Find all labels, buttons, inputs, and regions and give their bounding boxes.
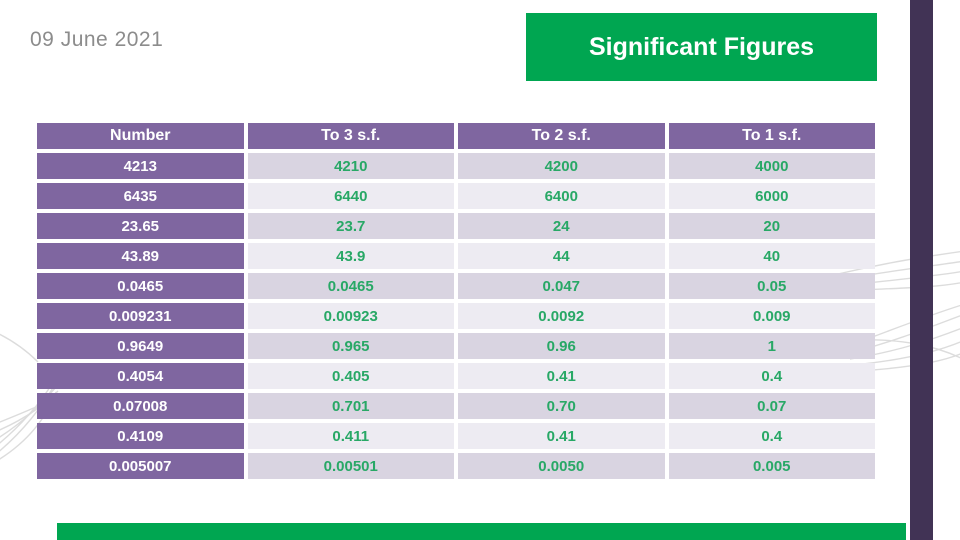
title-banner: Significant Figures xyxy=(526,13,877,81)
rounded-value-cell: 0.00923 xyxy=(247,303,454,329)
row-number-cell: 23.65 xyxy=(37,213,244,239)
rounded-value-cell: 0.0092 xyxy=(458,303,665,329)
rounded-value-cell: 40 xyxy=(668,243,875,269)
rounded-value-cell: 0.4 xyxy=(668,363,875,389)
rounded-value-cell: 4000 xyxy=(668,153,875,179)
rounded-value-cell: 43.9 xyxy=(247,243,454,269)
rounded-value-cell: 0.009 xyxy=(668,303,875,329)
column-header: To 2 s.f. xyxy=(458,123,665,149)
row-number-cell: 0.9649 xyxy=(37,333,244,359)
bottom-accent-bar xyxy=(57,523,906,540)
row-number-cell: 0.0465 xyxy=(37,273,244,299)
table-row: 0.4109 0.411 0.41 0.4 xyxy=(37,423,875,449)
rounded-value-cell: 0.05 xyxy=(668,273,875,299)
rounded-value-cell: 0.00501 xyxy=(247,453,454,479)
rounded-value-cell: 0.0050 xyxy=(458,453,665,479)
column-header: To 3 s.f. xyxy=(247,123,454,149)
rounded-value-cell: 0.965 xyxy=(247,333,454,359)
rounded-value-cell: 0.047 xyxy=(458,273,665,299)
row-number-cell: 6435 xyxy=(37,183,244,209)
table-row: 43.89 43.9 44 40 xyxy=(37,243,875,269)
table-row: 6435 6440 6400 6000 xyxy=(37,183,875,209)
table-row: 0.9649 0.965 0.96 1 xyxy=(37,333,875,359)
rounded-value-cell: 0.41 xyxy=(458,363,665,389)
right-accent-bar xyxy=(910,0,933,540)
rounded-value-cell: 6440 xyxy=(247,183,454,209)
column-header: To 1 s.f. xyxy=(668,123,875,149)
table-row: 23.65 23.7 24 20 xyxy=(37,213,875,239)
row-number-cell: 0.4054 xyxy=(37,363,244,389)
rounded-value-cell: 6000 xyxy=(668,183,875,209)
rounded-value-cell: 6400 xyxy=(458,183,665,209)
row-number-cell: 43.89 xyxy=(37,243,244,269)
rounded-value-cell: 0.07 xyxy=(668,393,875,419)
rounded-value-cell: 4210 xyxy=(247,153,454,179)
rounded-value-cell: 0.4 xyxy=(668,423,875,449)
rounded-value-cell: 0.411 xyxy=(247,423,454,449)
rounded-value-cell: 0.005 xyxy=(668,453,875,479)
rounded-value-cell: 0.701 xyxy=(247,393,454,419)
rounded-value-cell: 24 xyxy=(458,213,665,239)
table-row: 0.005007 0.00501 0.0050 0.005 xyxy=(37,453,875,479)
table-row: 0.009231 0.00923 0.0092 0.009 xyxy=(37,303,875,329)
row-number-cell: 0.4109 xyxy=(37,423,244,449)
rounded-value-cell: 23.7 xyxy=(247,213,454,239)
table-row: 0.0465 0.0465 0.047 0.05 xyxy=(37,273,875,299)
row-number-cell: 0.005007 xyxy=(37,453,244,479)
row-number-cell: 4213 xyxy=(37,153,244,179)
row-number-cell: 0.07008 xyxy=(37,393,244,419)
rounded-value-cell: 0.41 xyxy=(458,423,665,449)
row-number-cell: 0.009231 xyxy=(37,303,244,329)
rounded-value-cell: 1 xyxy=(668,333,875,359)
slide-title: Significant Figures xyxy=(588,32,815,61)
rounded-value-cell: 0.70 xyxy=(458,393,665,419)
rounded-value-cell: 0.405 xyxy=(247,363,454,389)
column-header: Number xyxy=(37,123,244,149)
slide-date: 09 June 2021 xyxy=(30,28,164,51)
rounded-value-cell: 0.96 xyxy=(458,333,665,359)
rounded-value-cell: 20 xyxy=(668,213,875,239)
rounded-value-cell: 4200 xyxy=(458,153,665,179)
significant-figures-table: Number To 3 s.f. To 2 s.f. To 1 s.f. 4213 42… xyxy=(33,119,879,483)
table-row: 0.4054 0.405 0.41 0.4 xyxy=(37,363,875,389)
table-row: 0.07008 0.701 0.70 0.07 xyxy=(37,393,875,419)
rounded-value-cell: 0.0465 xyxy=(247,273,454,299)
rounded-value-cell: 44 xyxy=(458,243,665,269)
header-row: Number To 3 s.f. To 2 s.f. To 1 s.f. xyxy=(37,123,875,149)
table-row: 4213 4210 4200 4000 xyxy=(37,153,875,179)
